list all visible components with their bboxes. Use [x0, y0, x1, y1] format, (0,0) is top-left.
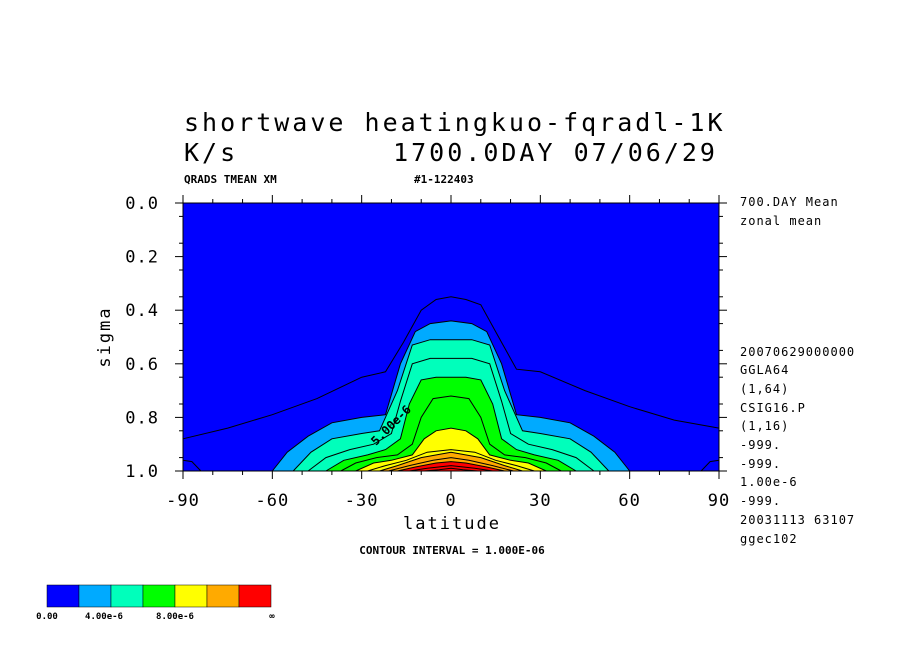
colorbar-swatch — [46, 584, 80, 608]
x-axis-label: latitude — [403, 514, 501, 534]
colorbar-swatch — [238, 584, 272, 608]
chart-subtitle-left: QRADS TMEAN XM — [184, 173, 277, 186]
y-axis-label: sigma — [95, 306, 115, 367]
chart-date: 1700.0DAY 07/06/29 — [393, 138, 718, 167]
chart-units: K/s — [184, 138, 238, 167]
axis-ticks: -90 -60 -30 0 30 60 90 0.0 0.2 0.4 0.6 0.8 1.0 — [125, 194, 730, 511]
chart-title-line1: shortwave heatingkuo-fqradl-1K — [184, 108, 726, 137]
contour-lines — [182, 296, 720, 472]
colorbar-swatch — [78, 584, 112, 608]
colorbar-swatch — [110, 584, 144, 608]
colorbar-label: 0.00 — [36, 612, 58, 622]
y-tick-label: 0.2 — [125, 248, 159, 268]
contour-line — [409, 465, 493, 472]
side-label: 20031113 63107 — [740, 513, 855, 527]
y-tick-label: 0.4 — [125, 301, 159, 321]
side-label: GGLA64 — [740, 363, 789, 377]
y-tick-label: 1.0 — [125, 462, 159, 482]
contour-line — [182, 296, 720, 440]
colorbar: 0.00 4.00e-6 8.00e-6 ∞ — [36, 584, 275, 622]
y-tick-label: 0.6 — [125, 355, 159, 375]
side-label: -999. — [740, 457, 781, 471]
colorbar-label: 8.00e-6 — [156, 612, 194, 622]
contour-interval-text: CONTOUR INTERVAL = 1.000E-06 — [359, 544, 545, 557]
contour-line — [340, 395, 562, 472]
side-label: 20070629000000 — [740, 345, 855, 359]
contour-line — [292, 339, 610, 472]
side-label: 1.00e-6 — [740, 475, 798, 489]
contour-line — [388, 457, 514, 472]
contour-line — [700, 459, 720, 472]
side-label: ggec102 — [740, 532, 798, 546]
x-tick-label: -60 — [255, 491, 289, 511]
side-label: -999. — [740, 438, 781, 452]
contour-line — [424, 467, 478, 472]
x-tick-label: 90 — [708, 491, 730, 511]
side-label: (1,16) — [740, 419, 789, 433]
contour-line — [271, 320, 631, 472]
contour-line — [367, 449, 535, 472]
side-label: -999. — [740, 494, 781, 508]
side-label: (1,64) — [740, 382, 789, 396]
colorbar-swatch — [174, 584, 208, 608]
x-tick-label: 30 — [529, 491, 551, 511]
side-label: zonal mean — [740, 214, 822, 228]
x-tick-label: -30 — [345, 491, 379, 511]
colorbar-swatch — [142, 584, 176, 608]
contour-line — [182, 459, 202, 472]
x-tick-label: -90 — [166, 491, 200, 511]
contour-line — [325, 376, 577, 472]
colorbar-swatch — [206, 584, 240, 608]
contour-line — [307, 357, 595, 472]
side-label: 700.DAY Mean — [740, 195, 839, 209]
chart-subtitle-right: #1-122403 — [414, 173, 474, 186]
x-tick-label: 60 — [618, 491, 640, 511]
side-label: CSIG16.P — [740, 401, 806, 415]
colorbar-label: 4.00e-6 — [85, 612, 123, 622]
y-tick-label: 0.8 — [125, 408, 159, 428]
contour-line — [379, 451, 523, 472]
colorbar-label: ∞ — [269, 612, 275, 622]
side-labels: 700.DAY Mean zonal mean 20070629000000 GGLA… — [740, 195, 855, 546]
y-tick-label: 0.0 — [125, 194, 159, 214]
contour-line — [355, 427, 547, 472]
x-tick-label: 0 — [445, 491, 456, 511]
contour-line — [397, 461, 505, 472]
